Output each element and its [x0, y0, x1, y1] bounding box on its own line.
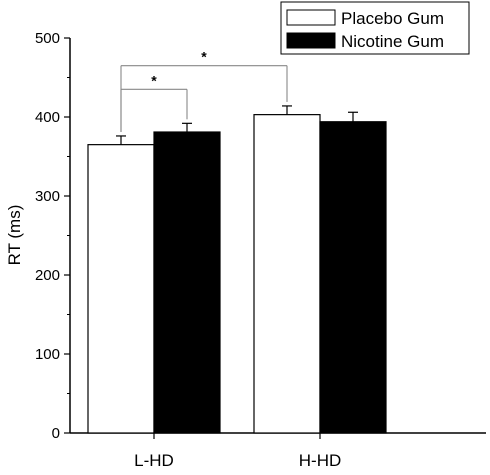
y-axis-title: RT (ms) [5, 205, 24, 266]
x-tick-label: H-HD [299, 451, 342, 470]
bar-h-hd-placebo-gum [253, 114, 321, 434]
y-tick-label: 100 [35, 346, 60, 363]
legend-label-placebo: Placebo Gum [341, 9, 444, 28]
legend-swatch-placebo [286, 9, 336, 26]
x-tick-label: L-HD [134, 451, 174, 470]
significance-star: * [151, 72, 157, 88]
y-tick-label: 300 [35, 188, 60, 205]
y-tick-label: 400 [35, 109, 60, 126]
legend: Placebo Gum Nicotine Gum [280, 1, 470, 55]
bar-l-hd-nicotine-gum [153, 131, 221, 434]
bar-l-hd-placebo-gum [87, 144, 155, 434]
y-tick-label: 0 [52, 425, 60, 442]
y-tick-label: 200 [35, 267, 60, 284]
legend-swatch-nicotine [286, 32, 336, 49]
bar-h-hd-nicotine-gum [319, 121, 387, 434]
significance-star: * [201, 49, 207, 65]
y-tick-label: 500 [35, 30, 60, 47]
legend-label-nicotine: Nicotine Gum [341, 32, 444, 51]
